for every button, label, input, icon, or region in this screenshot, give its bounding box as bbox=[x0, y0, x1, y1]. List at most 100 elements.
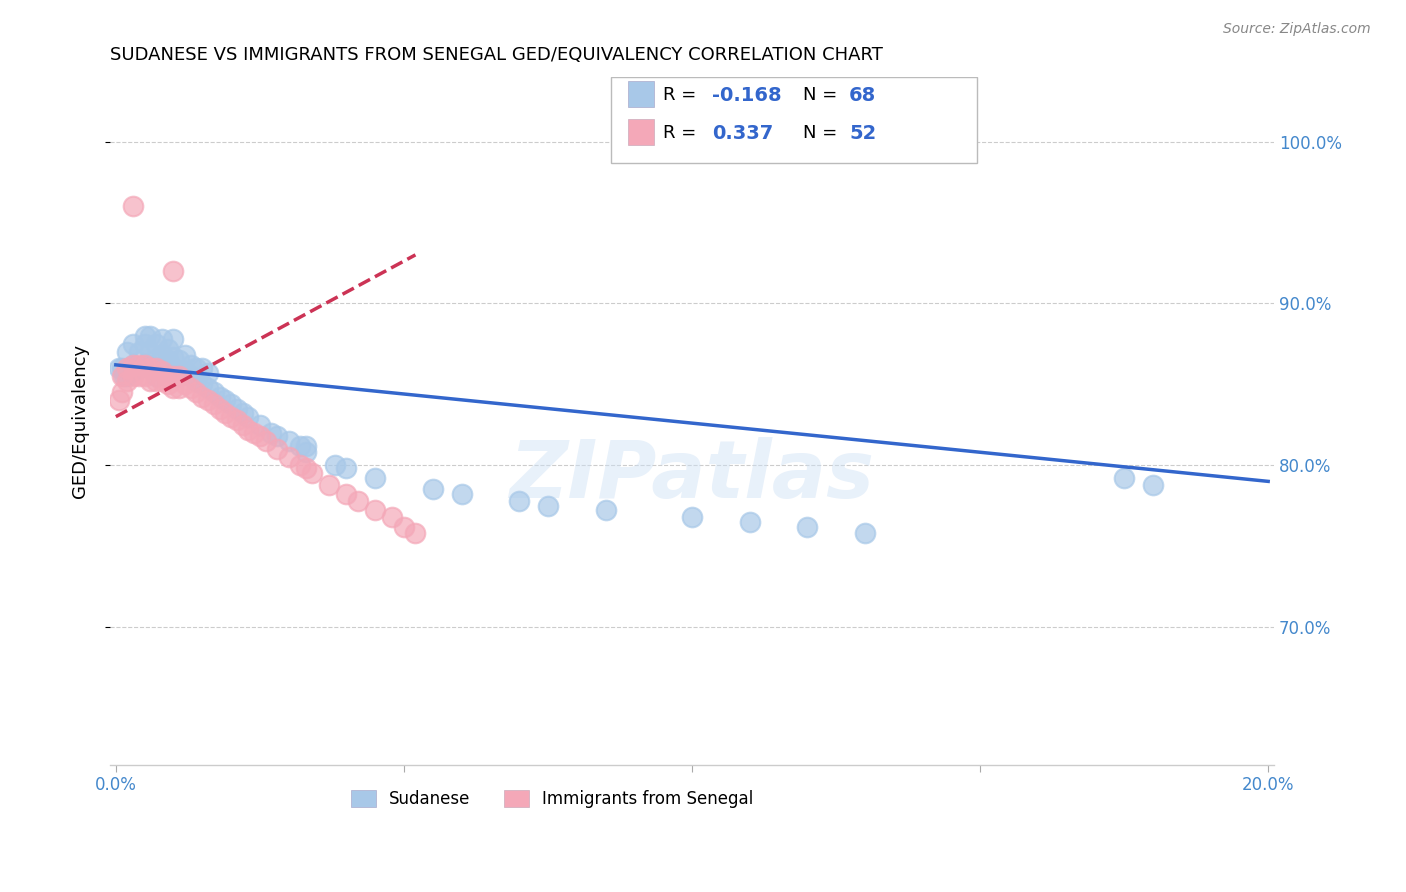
Point bbox=[122, 369, 145, 384]
Text: SUDANESE VS IMMIGRANTS FROM SENEGAL GED/EQUIVALENCY CORRELATION CHART: SUDANESE VS IMMIGRANTS FROM SENEGAL GED/… bbox=[110, 46, 883, 64]
Point bbox=[197, 366, 219, 380]
Point bbox=[110, 385, 132, 400]
Point bbox=[364, 503, 387, 517]
Legend: Sudanese, Immigrants from Senegal: Sudanese, Immigrants from Senegal bbox=[344, 783, 761, 814]
Point bbox=[392, 519, 415, 533]
Point bbox=[156, 353, 179, 368]
Point bbox=[243, 425, 266, 440]
Point bbox=[128, 361, 150, 376]
Point bbox=[249, 417, 271, 432]
Point bbox=[162, 350, 184, 364]
Text: 52: 52 bbox=[849, 124, 876, 143]
Text: 68: 68 bbox=[849, 86, 876, 105]
Point bbox=[110, 369, 132, 384]
Point bbox=[197, 380, 219, 394]
Point bbox=[1114, 471, 1136, 485]
Point bbox=[150, 364, 173, 378]
Point bbox=[186, 374, 208, 388]
Point bbox=[219, 409, 242, 424]
Point bbox=[134, 328, 156, 343]
Point bbox=[122, 199, 145, 213]
FancyBboxPatch shape bbox=[628, 119, 654, 145]
Point bbox=[537, 499, 560, 513]
Point bbox=[167, 369, 190, 384]
Point bbox=[107, 361, 129, 376]
Point bbox=[134, 358, 156, 372]
Point bbox=[290, 458, 312, 473]
Point bbox=[156, 364, 179, 378]
Point bbox=[681, 510, 703, 524]
Point bbox=[335, 487, 357, 501]
Point bbox=[134, 358, 156, 372]
Point bbox=[122, 358, 145, 372]
Point bbox=[254, 434, 277, 448]
Point bbox=[162, 361, 184, 376]
Point bbox=[260, 425, 283, 440]
Point bbox=[139, 358, 162, 372]
Point bbox=[249, 429, 271, 443]
Point bbox=[122, 336, 145, 351]
Point bbox=[364, 471, 387, 485]
Point bbox=[107, 393, 129, 408]
Point bbox=[162, 332, 184, 346]
Point bbox=[134, 336, 156, 351]
Point bbox=[853, 526, 876, 541]
Point bbox=[323, 458, 346, 473]
Text: -0.168: -0.168 bbox=[711, 86, 782, 105]
Point bbox=[266, 429, 288, 443]
Point bbox=[290, 439, 312, 453]
Point bbox=[139, 345, 162, 359]
Point bbox=[508, 493, 530, 508]
Point bbox=[238, 423, 260, 437]
Point bbox=[214, 406, 236, 420]
Point bbox=[225, 413, 247, 427]
Point bbox=[117, 369, 139, 384]
Point bbox=[117, 345, 139, 359]
Point bbox=[232, 406, 254, 420]
Point bbox=[122, 364, 145, 378]
Point bbox=[174, 348, 197, 362]
Point bbox=[128, 345, 150, 359]
Point bbox=[156, 342, 179, 356]
Text: R =: R = bbox=[662, 124, 702, 142]
Point bbox=[318, 477, 340, 491]
Point bbox=[796, 519, 818, 533]
Point bbox=[335, 461, 357, 475]
FancyBboxPatch shape bbox=[610, 77, 977, 163]
Text: N =: N = bbox=[803, 87, 842, 104]
Y-axis label: GED/Equivalency: GED/Equivalency bbox=[72, 343, 89, 498]
Point bbox=[162, 264, 184, 278]
Point bbox=[346, 493, 368, 508]
Point bbox=[139, 361, 162, 376]
Point bbox=[122, 358, 145, 372]
Point bbox=[174, 377, 197, 392]
Point bbox=[277, 450, 299, 464]
Point bbox=[150, 361, 173, 376]
Point bbox=[1142, 477, 1164, 491]
Point bbox=[145, 369, 167, 384]
Point bbox=[128, 369, 150, 384]
Point bbox=[167, 369, 190, 384]
Point bbox=[186, 361, 208, 376]
Point bbox=[128, 358, 150, 372]
Point bbox=[134, 369, 156, 384]
Point bbox=[150, 332, 173, 346]
Point bbox=[156, 377, 179, 392]
Point bbox=[117, 361, 139, 376]
Point bbox=[238, 409, 260, 424]
Point bbox=[295, 461, 318, 475]
Point bbox=[180, 369, 202, 384]
Point bbox=[738, 515, 761, 529]
Point bbox=[208, 401, 231, 416]
Point bbox=[110, 361, 132, 376]
Point bbox=[145, 374, 167, 388]
Point bbox=[174, 364, 197, 378]
Text: ZIPatlas: ZIPatlas bbox=[509, 437, 875, 515]
Point bbox=[197, 393, 219, 408]
Point bbox=[232, 417, 254, 432]
Point bbox=[295, 439, 318, 453]
Point bbox=[450, 487, 472, 501]
Point bbox=[295, 445, 318, 459]
Point bbox=[214, 393, 236, 408]
Point bbox=[277, 434, 299, 448]
